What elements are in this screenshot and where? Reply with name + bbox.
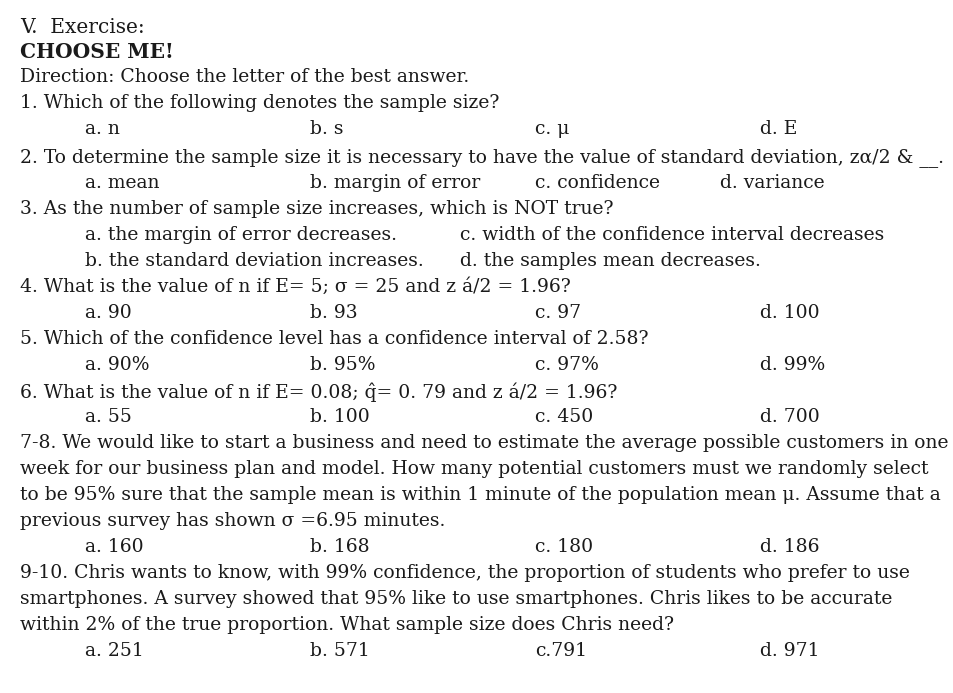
Text: b. 100: b. 100 (310, 408, 370, 426)
Text: d. E: d. E (760, 120, 797, 138)
Text: 6. What is the value of n if E= 0.08; q̂= 0. 79 and z á/2 = 1.96?: 6. What is the value of n if E= 0.08; q̂… (20, 382, 617, 401)
Text: a. 90: a. 90 (85, 304, 132, 322)
Text: a. 90%: a. 90% (85, 356, 150, 374)
Text: d. 186: d. 186 (760, 538, 819, 556)
Text: 5. Which of the confidence level has a confidence interval of 2.58?: 5. Which of the confidence level has a c… (20, 330, 648, 348)
Text: a. n: a. n (85, 120, 120, 138)
Text: b. s: b. s (310, 120, 343, 138)
Text: c. width of the confidence interval decreases: c. width of the confidence interval decr… (459, 226, 883, 244)
Text: c. μ: c. μ (535, 120, 569, 138)
Text: previous survey has shown σ =6.95 minutes.: previous survey has shown σ =6.95 minute… (20, 512, 445, 530)
Text: c.791: c.791 (535, 642, 586, 660)
Text: c. 97: c. 97 (535, 304, 580, 322)
Text: c. confidence: c. confidence (535, 174, 659, 192)
Text: b. the standard deviation increases.: b. the standard deviation increases. (85, 252, 423, 270)
Text: smartphones. A survey showed that 95% like to use smartphones. Chris likes to be: smartphones. A survey showed that 95% li… (20, 590, 891, 608)
Text: Direction: Choose the letter of the best answer.: Direction: Choose the letter of the best… (20, 68, 469, 86)
Text: a. 160: a. 160 (85, 538, 144, 556)
Text: a. 55: a. 55 (85, 408, 132, 426)
Text: d. 99%: d. 99% (760, 356, 824, 374)
Text: d. 700: d. 700 (760, 408, 819, 426)
Text: 2. To determine the sample size it is necessary to have the value of standard de: 2. To determine the sample size it is ne… (20, 148, 943, 167)
Text: c. 97%: c. 97% (535, 356, 598, 374)
Text: d. variance: d. variance (720, 174, 823, 192)
Text: a. 251: a. 251 (85, 642, 144, 660)
Text: V.  Exercise:: V. Exercise: (20, 18, 145, 37)
Text: d. 971: d. 971 (760, 642, 819, 660)
Text: CHOOSE ME!: CHOOSE ME! (20, 42, 173, 62)
Text: 1. Which of the following denotes the sample size?: 1. Which of the following denotes the sa… (20, 94, 498, 112)
Text: week for our business plan and model. How many potential customers must we rando: week for our business plan and model. Ho… (20, 460, 927, 478)
Text: c. 450: c. 450 (535, 408, 593, 426)
Text: 7-8. We would like to start a business and need to estimate the average possible: 7-8. We would like to start a business a… (20, 434, 947, 452)
Text: b. 168: b. 168 (310, 538, 369, 556)
Text: d. 100: d. 100 (760, 304, 819, 322)
Text: 9-10. Chris wants to know, with 99% confidence, the proportion of students who p: 9-10. Chris wants to know, with 99% conf… (20, 564, 909, 582)
Text: 4. What is the value of n if E= 5; σ = 25 and z á/2 = 1.96?: 4. What is the value of n if E= 5; σ = 2… (20, 278, 570, 296)
Text: d. the samples mean decreases.: d. the samples mean decreases. (459, 252, 760, 270)
Text: b. margin of error: b. margin of error (310, 174, 479, 192)
Text: to be 95% sure that the sample mean is within 1 minute of the population mean μ.: to be 95% sure that the sample mean is w… (20, 486, 940, 504)
Text: b. 571: b. 571 (310, 642, 370, 660)
Text: 3. As the number of sample size increases, which is NOT true?: 3. As the number of sample size increase… (20, 200, 613, 218)
Text: a. mean: a. mean (85, 174, 159, 192)
Text: b. 95%: b. 95% (310, 356, 375, 374)
Text: a. the margin of error decreases.: a. the margin of error decreases. (85, 226, 396, 244)
Text: c. 180: c. 180 (535, 538, 593, 556)
Text: within 2% of the true proportion. What sample size does Chris need?: within 2% of the true proportion. What s… (20, 616, 673, 634)
Text: b. 93: b. 93 (310, 304, 357, 322)
